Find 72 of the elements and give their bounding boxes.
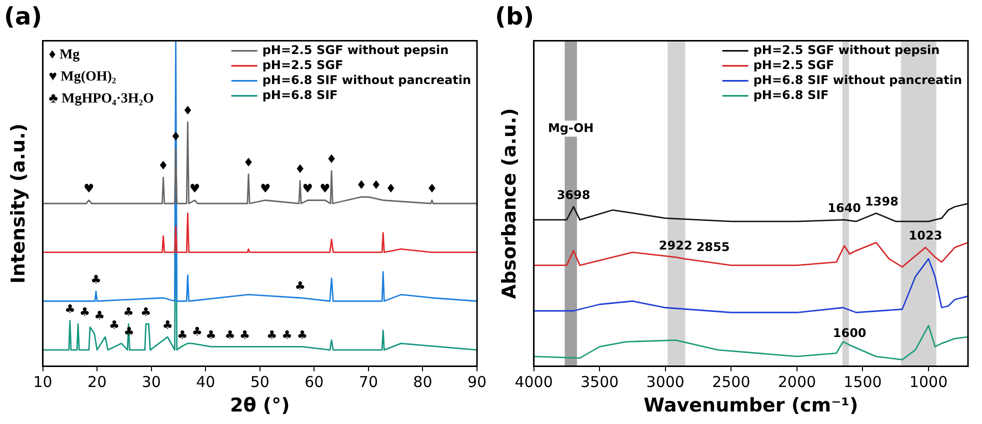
legend-label: pH=2.5 SGF — [753, 58, 834, 72]
annotation: ♣ — [94, 308, 105, 322]
annotation: ♦ — [158, 158, 169, 173]
x-tick-label: 4000 — [514, 373, 553, 392]
x-tick-label: 2000 — [778, 373, 816, 392]
annotation: ♣ — [224, 328, 236, 342]
x-tick-label: 70 — [358, 373, 378, 392]
annotation: 1640 — [828, 200, 862, 215]
annotation: ♣ — [123, 305, 134, 320]
x-tick-label: 30 — [142, 373, 161, 392]
annotation: ♣ — [266, 328, 278, 342]
annotation: 2922 — [658, 238, 692, 252]
annotation: ♦ — [356, 178, 367, 192]
annotation: ♣ — [177, 328, 188, 342]
annotation: ♦ — [326, 152, 337, 166]
band-label: Mg-OH — [548, 120, 594, 135]
x-tick-label: 3000 — [646, 373, 684, 392]
annotation: ♥ Mg(OH)₂ — [48, 69, 116, 84]
x-tick-label: 60 — [304, 373, 324, 392]
annotation: 1023 — [908, 228, 942, 243]
annotation: 3698 — [556, 188, 590, 202]
x-tick-label: 10 — [33, 373, 52, 392]
legend-label: pH=6.8 SIF without pancreatin — [753, 72, 962, 87]
x-tick-label: 2500 — [712, 373, 750, 392]
annotation: ♣ — [282, 328, 292, 342]
annotation: ♥ — [302, 181, 314, 196]
legend-label: pH=2.5 SGF without pepsin — [262, 42, 449, 57]
annotation: ♥ — [189, 181, 200, 196]
x-tick-label: 20 — [88, 373, 107, 392]
x-tick-label: 40 — [196, 373, 216, 392]
annotation: ♣ MgHPO₄·3H₂O — [48, 91, 154, 106]
annotation: ♣ — [239, 328, 250, 342]
legend-label: pH=6.8 SIF — [262, 88, 338, 102]
annotation: ♣ — [192, 324, 203, 339]
annotation: ♣ — [294, 278, 306, 293]
annotation: ♦ — [370, 178, 382, 192]
annotation: ♦ — [386, 181, 396, 196]
annotation: ♣ — [79, 305, 90, 320]
annotation: ♦ — [243, 155, 254, 170]
chart-title: (a) — [4, 2, 42, 31]
legend-label: pH=2.5 SGF — [262, 58, 344, 72]
x-tick-label: 90 — [467, 373, 487, 392]
annotation: ♥ — [84, 181, 94, 196]
chart-title: (b) — [495, 2, 534, 31]
annotation: ♣ — [162, 318, 174, 332]
annotation: ♦ — [182, 103, 194, 118]
annotation: ♦ Mg — [48, 47, 80, 62]
annotation: ♣ — [296, 328, 308, 342]
x-tick-label: 1500 — [844, 373, 882, 392]
y-axis-title: Absorbance (a.u.) — [498, 108, 520, 299]
x-axis-title: 2θ (°) — [230, 394, 290, 417]
x-tick-label: 80 — [413, 373, 432, 392]
annotation: 2855 — [696, 240, 730, 254]
annotation: ♣ — [64, 302, 76, 316]
annotation: ♣ — [108, 318, 120, 332]
annotation: ♦ — [294, 162, 306, 176]
x-tick-label: 1000 — [909, 373, 948, 392]
x-axis-title: Wavenumber (cm⁻¹) — [644, 394, 858, 417]
legend-label: pH=6.8 SIF without pancreatin — [262, 72, 472, 87]
annotation: ♦ — [426, 181, 438, 196]
annotation: ♣ — [140, 305, 152, 320]
annotation: 1600 — [832, 326, 866, 340]
annotation: 1398 — [865, 194, 898, 208]
annotation: ♣ — [206, 328, 216, 342]
legend-label: pH=6.8 SIF — [753, 88, 829, 102]
x-tick-label: 3500 — [580, 373, 619, 392]
x-tick-label: 50 — [250, 373, 270, 392]
y-axis-title: Intensity (a.u.) — [7, 123, 30, 284]
annotation: ♣ — [90, 272, 102, 286]
annotation: ♥ — [320, 181, 330, 196]
legend-label: pH=2.5 SGF without pepsin — [753, 42, 940, 57]
annotation: ♥ — [260, 181, 271, 196]
